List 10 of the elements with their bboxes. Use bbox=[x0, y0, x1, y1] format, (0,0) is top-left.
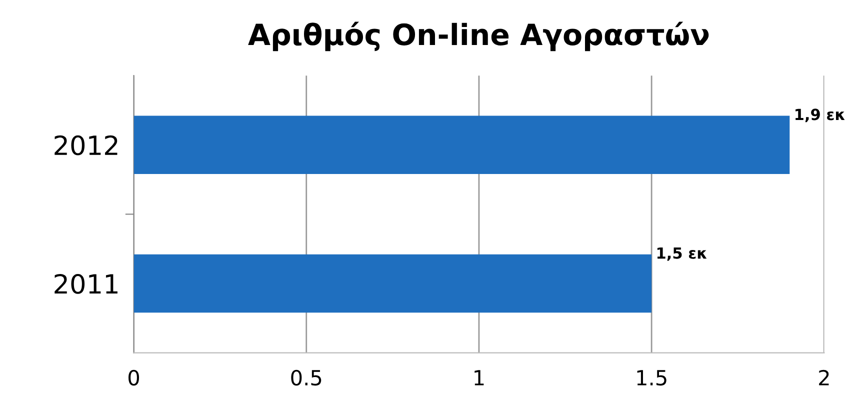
y-tick-label: 2012 bbox=[54, 135, 118, 156]
data-label: 1,5 εκ bbox=[657, 247, 707, 261]
data-label: 1,9 εκ bbox=[796, 108, 845, 122]
x-tick-label: 1.5 bbox=[637, 370, 666, 386]
x-tick-label: 0 bbox=[128, 370, 140, 386]
y-tick-label: 2011 bbox=[54, 274, 118, 294]
x-tick-label: 0.5 bbox=[291, 370, 322, 386]
x-tick-label: 2 bbox=[819, 370, 829, 386]
x-tick-label: 1 bbox=[474, 370, 484, 386]
chart-title: Αριθμός On-line Αγοραστών bbox=[248, 22, 709, 52]
